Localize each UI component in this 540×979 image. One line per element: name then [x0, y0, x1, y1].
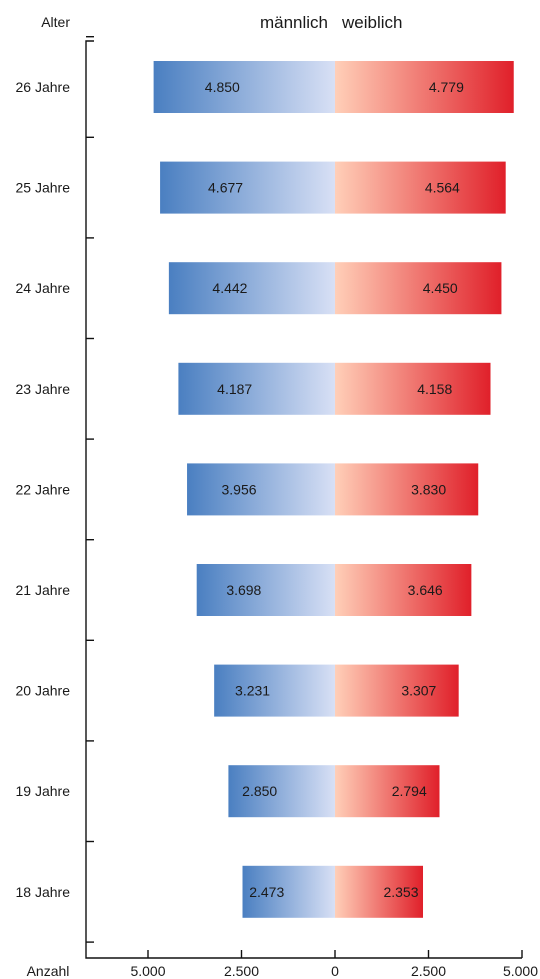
value-label-female: 2.794	[392, 783, 427, 799]
bar-female	[335, 262, 502, 315]
x-tick-label: 5.000	[130, 963, 165, 979]
category-label: 24 Jahre	[16, 280, 71, 296]
bar-female	[335, 865, 424, 918]
category-label: 21 Jahre	[16, 582, 71, 598]
value-label-female: 2.353	[383, 884, 418, 900]
category-label: 26 Jahre	[16, 79, 71, 95]
value-label-female: 3.646	[408, 582, 443, 598]
bar-female	[335, 564, 472, 616]
value-label-male: 4.187	[217, 381, 252, 397]
value-label-male: 4.442	[212, 280, 247, 296]
bar-male	[214, 664, 335, 717]
bar-male	[187, 463, 335, 516]
x-ticks-group: 5.000 2.500 0 2.500 5.000	[130, 950, 538, 979]
bar-female	[335, 61, 514, 113]
category-label: 25 Jahre	[16, 180, 71, 196]
bar-male	[196, 564, 335, 616]
bar-female	[335, 463, 479, 516]
y-ticks-group: 26 Jahre 25 Jahre 24 Jahre 23 Jahre 22 Jahre…	[16, 36, 94, 943]
bar-male	[153, 61, 335, 113]
value-label-female: 4.450	[423, 280, 458, 296]
bar-male	[160, 161, 335, 214]
bar-male	[242, 865, 335, 918]
bar-male	[178, 362, 335, 415]
category-label: 22 Jahre	[16, 481, 71, 497]
category-label: 23 Jahre	[16, 381, 71, 397]
bars-group: 4.850 4.779 4.677 4.564 4.442 4.450 4.187 4.158…	[153, 61, 514, 918]
y-axis-title: Alter	[41, 14, 70, 30]
category-label: 19 Jahre	[16, 783, 71, 799]
bar-male	[228, 765, 335, 818]
category-label: 20 Jahre	[16, 683, 71, 699]
bar-female	[335, 765, 440, 818]
value-label-male: 4.850	[205, 79, 240, 95]
value-label-female: 4.158	[417, 381, 452, 397]
axes-group	[85, 40, 522, 959]
x-tick-label: 5.000	[503, 963, 538, 979]
value-label-female: 4.564	[425, 180, 460, 196]
x-tick-label: 0	[331, 963, 339, 979]
value-label-male: 4.677	[208, 180, 243, 196]
bar-female	[335, 362, 491, 415]
value-label-male: 3.956	[221, 481, 256, 497]
x-axis-title: Anzahl	[27, 963, 70, 979]
legend-male: männlich	[260, 13, 328, 32]
legend-female: weiblich	[341, 13, 402, 32]
value-label-male: 2.850	[242, 783, 277, 799]
y-axis-line	[85, 40, 522, 959]
x-tick-label: 2.500	[224, 963, 259, 979]
value-label-male: 3.231	[235, 683, 270, 699]
value-label-male: 3.698	[226, 582, 261, 598]
bar-female	[335, 664, 459, 717]
x-tick-label: 2.500	[411, 963, 446, 979]
value-label-female: 3.830	[411, 481, 446, 497]
value-label-female: 4.779	[429, 79, 464, 95]
value-label-female: 3.307	[401, 683, 436, 699]
category-label: 18 Jahre	[16, 884, 71, 900]
bar-female	[335, 161, 506, 214]
value-label-male: 2.473	[249, 884, 284, 900]
bar-male	[168, 262, 335, 315]
